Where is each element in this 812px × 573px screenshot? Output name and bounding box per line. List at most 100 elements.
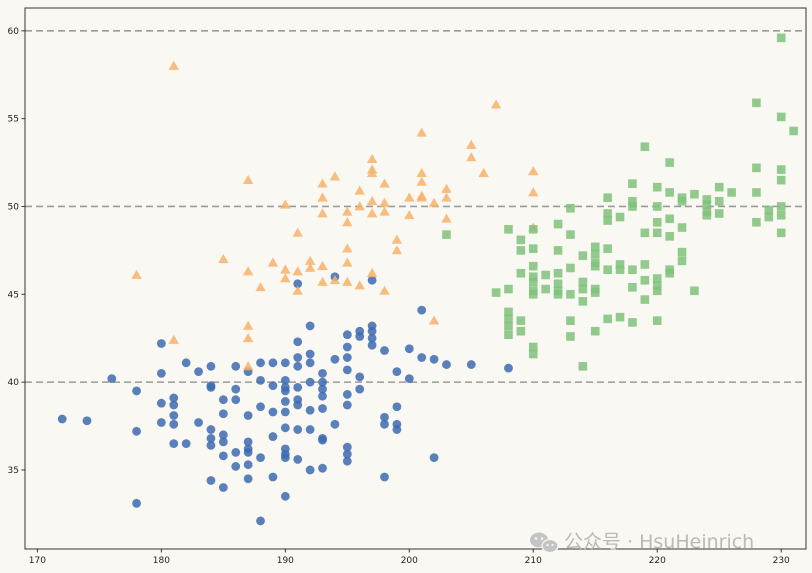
data-point-square [714, 182, 724, 192]
data-point-triangle [478, 167, 489, 178]
data-point-circle [305, 349, 315, 359]
data-point-circle [57, 414, 67, 424]
data-points [57, 33, 798, 526]
data-point-circle [231, 447, 241, 457]
data-point-circle [280, 491, 290, 501]
data-point-circle [293, 383, 303, 392]
data-point-square [566, 263, 575, 273]
data-point-square [603, 193, 612, 203]
data-point-triangle [441, 192, 452, 202]
data-point-circle [156, 339, 166, 348]
data-point-square [553, 219, 563, 229]
data-point-square [566, 332, 575, 341]
data-point-square [665, 158, 674, 167]
data-point-circle [342, 456, 352, 466]
data-point-circle [293, 425, 303, 434]
data-point-circle [231, 361, 241, 371]
data-point-triangle [441, 183, 452, 193]
data-point-square [677, 223, 687, 232]
data-point-square [640, 142, 650, 152]
data-point-circle [367, 340, 377, 350]
data-point-circle [231, 384, 241, 394]
data-point-circle [181, 358, 191, 368]
data-point-square [776, 175, 786, 185]
data-point-circle [206, 476, 216, 485]
data-point-circle [355, 372, 365, 382]
data-point-circle [194, 367, 203, 376]
data-point-circle [256, 516, 265, 526]
data-point-circle [206, 425, 216, 434]
data-point-square [628, 196, 637, 206]
data-point-circle [169, 400, 179, 410]
data-point-square [590, 288, 600, 297]
data-point-square [541, 270, 550, 280]
data-point-triangle [366, 268, 378, 278]
data-point-square [652, 202, 662, 211]
data-point-triangle [267, 257, 279, 267]
data-point-square [590, 242, 600, 252]
data-point-circle [243, 437, 253, 447]
data-point-circle [206, 440, 216, 450]
data-point-circle [404, 344, 414, 354]
x-tick-label: 170 [29, 556, 46, 566]
data-point-square [504, 321, 513, 331]
data-point-triangle [366, 153, 378, 163]
data-point-circle [243, 411, 253, 420]
data-point-square [615, 212, 625, 222]
data-point-triangle [304, 262, 316, 272]
data-point-square [541, 284, 550, 294]
data-point-triangle [168, 60, 179, 70]
data-point-square [776, 210, 786, 220]
data-point-square [566, 203, 575, 213]
data-point-triangle [379, 178, 390, 188]
data-point-square [603, 209, 612, 218]
data-point-circle [342, 442, 352, 452]
x-tick-label: 180 [153, 556, 170, 566]
data-point-circle [504, 363, 513, 373]
x-tick-label: 210 [525, 556, 542, 566]
data-point-circle [280, 453, 290, 463]
data-point-square [702, 210, 712, 220]
data-point-circle [280, 386, 290, 396]
data-point-triangle [218, 253, 229, 264]
data-point-square [553, 268, 563, 278]
data-point-circle [293, 337, 303, 347]
data-point-square [603, 314, 612, 324]
data-point-square [702, 200, 712, 210]
data-point-triangle [528, 187, 539, 197]
data-point-circle [355, 384, 365, 394]
data-point-circle [256, 358, 265, 368]
data-point-circle [169, 439, 179, 449]
data-point-circle [392, 402, 402, 412]
data-point-square [578, 284, 588, 294]
y-tick-label: 55 [8, 115, 19, 125]
data-point-square [677, 256, 687, 266]
data-point-square [442, 230, 451, 239]
data-point-square [504, 314, 513, 324]
data-point-circle [293, 361, 303, 371]
data-point-triangle [342, 206, 353, 216]
data-point-triangle [317, 276, 328, 286]
data-point-circle [206, 361, 216, 371]
data-point-square [690, 189, 699, 199]
data-point-square [727, 188, 736, 197]
data-point-circle [132, 498, 141, 508]
data-point-triangle [242, 320, 254, 330]
plot-frame [24, 7, 807, 550]
data-point-triangle [441, 213, 452, 223]
data-point-triangle [280, 273, 291, 283]
data-point-circle [218, 395, 228, 405]
data-point-circle [293, 455, 303, 464]
data-point-triangle [292, 266, 303, 276]
data-point-square [752, 163, 761, 173]
data-point-triangle [317, 192, 328, 202]
data-point-circle [132, 386, 141, 396]
data-point-circle [380, 346, 389, 355]
data-point-circle [268, 381, 278, 391]
watermark-text: 公众号 · HsuHeinrich [564, 531, 754, 553]
data-point-circle [404, 374, 414, 384]
data-point-triangle [292, 285, 303, 295]
data-point-triangle [416, 167, 427, 178]
data-point-circle [218, 451, 228, 461]
